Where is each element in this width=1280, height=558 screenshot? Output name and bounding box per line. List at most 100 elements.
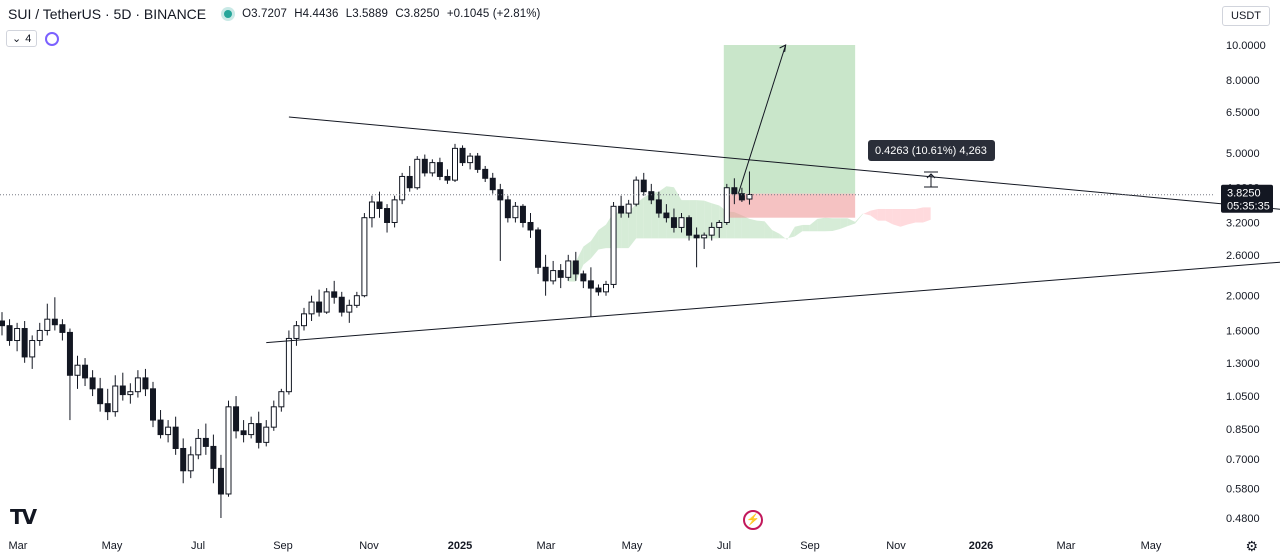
bolt-icon[interactable]: ⚡ <box>743 510 763 530</box>
candle-body <box>504 199 511 219</box>
candle-body <box>36 329 43 342</box>
cloud-segment <box>658 186 667 239</box>
price-label-box <box>1221 184 1273 213</box>
candle-body <box>376 201 383 210</box>
y-tick-label: 2.0000 <box>1226 291 1260 303</box>
cloud-segment <box>892 208 901 227</box>
y-tick-label: 6.5000 <box>1226 107 1260 119</box>
cloud-layer <box>568 186 931 282</box>
y-tick-label: 8.0000 <box>1226 75 1260 87</box>
candle-body <box>512 205 519 219</box>
candle-body <box>565 260 572 278</box>
candle-body <box>127 391 134 396</box>
stop-zone <box>723 193 856 218</box>
cloud-segment <box>832 218 841 231</box>
candle-body <box>708 226 715 236</box>
candle-body <box>580 273 587 282</box>
indicators-toggle-button[interactable]: ⌄ 4 <box>6 30 38 47</box>
measure-arrow <box>926 173 936 179</box>
candle-body <box>301 313 307 327</box>
cloud-segment <box>764 221 773 239</box>
symbol-title[interactable]: SUI / TetherUS · 5D · BINANCE <box>8 6 207 22</box>
candle-body <box>670 217 677 228</box>
cloud-segment <box>590 229 599 259</box>
cloud-segment <box>636 197 644 239</box>
cloud-segment <box>809 218 818 232</box>
candle-body <box>595 287 602 293</box>
cloud-segment <box>598 224 606 250</box>
y-tick-label: 0.8500 <box>1226 424 1260 436</box>
y-tick-label: 5.0000 <box>1226 148 1260 160</box>
indicator-count: 4 <box>25 32 32 45</box>
cloud-segment <box>696 200 705 239</box>
cloud-segment <box>870 208 878 221</box>
cloud-segment <box>583 241 591 265</box>
candle-body <box>497 189 504 201</box>
candle-body <box>157 419 164 436</box>
x-axis: Mar May Jul Sep Nov 2025 Mar May Jul Sep Nov 2026 Ma… <box>9 540 1162 552</box>
candle-body <box>384 208 391 223</box>
candle-body <box>693 234 700 239</box>
candle-body <box>655 199 662 214</box>
position-tooltip <box>868 140 995 161</box>
cloud-segment <box>877 208 886 221</box>
candle-body <box>59 324 66 333</box>
cloud-segment <box>923 207 931 223</box>
candle-body <box>278 391 285 408</box>
candle-body <box>557 270 564 278</box>
candle-body <box>399 175 406 201</box>
y-tick-label: 1.0500 <box>1226 391 1260 403</box>
x-tick-label: May <box>102 540 123 552</box>
cloud-segment <box>908 208 916 225</box>
x-tick-label: Sep <box>800 540 820 552</box>
candle-body <box>74 364 81 376</box>
candle-body <box>482 168 489 179</box>
target-zone <box>723 45 856 194</box>
candle-body <box>202 437 209 447</box>
gear-icon[interactable]: ⚙ <box>1245 538 1258 554</box>
y-axis: 10.00008.00006.50005.00004.00003.20002.6… <box>1221 40 1273 525</box>
candle-body <box>346 304 353 313</box>
candle-body <box>738 193 745 201</box>
y-tick-label: 1.3000 <box>1226 358 1260 370</box>
candle-body <box>663 212 670 219</box>
y-tick-label: 0.7000 <box>1226 454 1260 466</box>
position-tooltip-label: 0.4263 (10.61%) 4,263 <box>875 145 987 157</box>
candle-body <box>51 318 58 326</box>
sync-icon[interactable] <box>45 31 60 46</box>
cloud-segment <box>772 229 780 239</box>
candle-body <box>308 301 315 315</box>
candle-body <box>535 229 542 268</box>
candle-body <box>633 179 640 205</box>
candle-body <box>217 467 224 495</box>
candle-body <box>240 430 247 436</box>
candle-body <box>323 291 330 313</box>
cloud-segment <box>749 218 757 239</box>
candle-body <box>210 445 217 469</box>
candle-body <box>338 296 345 313</box>
candle-body <box>29 340 36 358</box>
candle-body <box>270 406 277 428</box>
low-value: L3.5889 <box>345 8 389 20</box>
candle-body <box>316 301 323 313</box>
candle-body <box>519 205 526 223</box>
candle-body <box>421 158 428 174</box>
cloud-segment <box>787 226 795 240</box>
candle-body <box>172 426 179 449</box>
candle-body <box>723 187 730 223</box>
candle-body <box>21 328 28 358</box>
cloud-segment <box>817 217 825 232</box>
open-value: O3.7207 <box>242 8 287 20</box>
cloud-segment <box>643 193 652 239</box>
candle-body <box>542 266 549 282</box>
candle-body <box>368 201 375 219</box>
candle-body <box>66 331 73 376</box>
candle-body <box>467 155 474 164</box>
candle-body <box>625 203 632 214</box>
change-value: +0.1045 (+2.81%) <box>446 8 541 20</box>
cloud-segment <box>862 210 871 216</box>
x-tick-label: Nov <box>886 540 906 552</box>
currency-button[interactable]: USDT <box>1222 6 1270 26</box>
tradingview-logo-icon[interactable]: TV <box>10 505 37 529</box>
